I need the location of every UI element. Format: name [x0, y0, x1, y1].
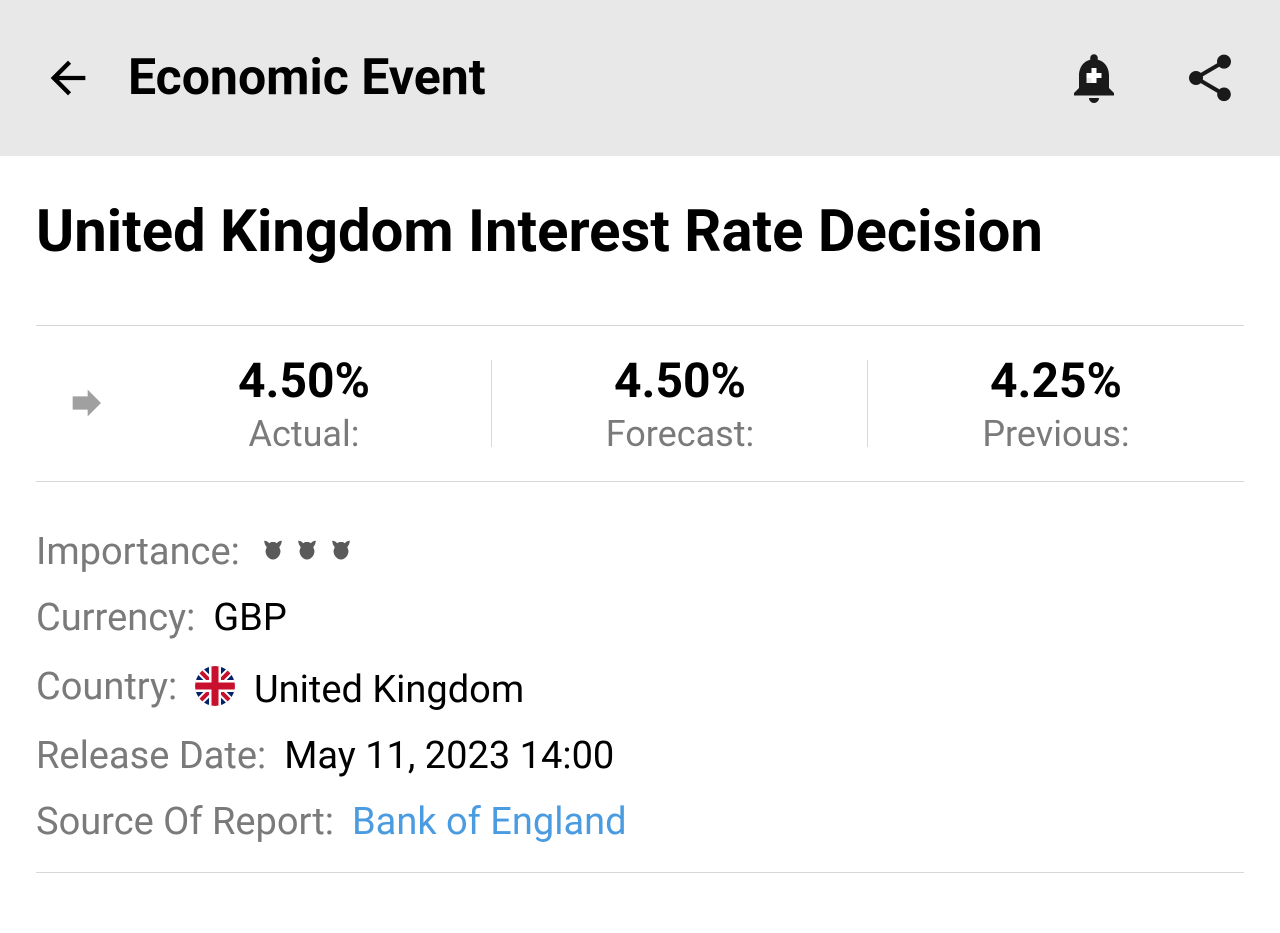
app-header: Economic Event — [0, 0, 1280, 156]
forecast-label: Forecast: — [492, 413, 868, 455]
currency-row: Currency: GBP — [36, 596, 1244, 640]
importance-row: Importance: — [36, 530, 1244, 574]
header-left: Economic Event — [40, 49, 486, 107]
share-icon — [1182, 50, 1238, 106]
stat-forecast: 4.50% Forecast: — [492, 352, 868, 455]
alert-add-icon — [1064, 46, 1124, 110]
back-button[interactable] — [40, 50, 96, 106]
stat-previous: 4.25% Previous: — [868, 352, 1244, 455]
direction-indicator — [36, 375, 116, 431]
currency-label: Currency: — [36, 596, 195, 640]
uk-flag-icon — [195, 666, 235, 706]
country-name: United Kingdom — [254, 668, 524, 712]
share-button[interactable] — [1180, 48, 1240, 108]
bottom-divider — [36, 872, 1244, 873]
bull-icon — [292, 537, 322, 567]
country-label: Country: — [36, 665, 177, 709]
source-label: Source Of Report: — [36, 800, 334, 844]
actual-value: 4.50% — [116, 352, 492, 409]
country-value: United Kingdom — [195, 662, 524, 712]
bull-icon — [258, 537, 288, 567]
add-alert-button[interactable] — [1064, 48, 1124, 108]
source-link[interactable]: Bank of England — [352, 800, 627, 844]
back-arrow-icon — [42, 52, 94, 104]
source-row: Source Of Report: Bank of England — [36, 800, 1244, 844]
forecast-value: 4.50% — [492, 352, 868, 409]
importance-label: Importance: — [36, 530, 240, 574]
release-date-value: May 11, 2023 14:00 — [284, 734, 614, 778]
main-content: United Kingdom Interest Rate Decision 4.… — [0, 156, 1280, 873]
bull-icon — [326, 537, 356, 567]
release-date-label: Release Date: — [36, 734, 266, 778]
stats-row: 4.50% Actual: 4.50% Forecast: 4.25% Prev… — [36, 325, 1244, 482]
header-actions — [1064, 48, 1240, 108]
release-date-row: Release Date: May 11, 2023 14:00 — [36, 734, 1244, 778]
event-details: Importance: Currency: GBP Country: — [36, 482, 1244, 844]
country-row: Country: United Kingdom — [36, 662, 1244, 712]
previous-label: Previous: — [868, 413, 1244, 455]
actual-label: Actual: — [116, 413, 492, 455]
stat-actual: 4.50% Actual: — [116, 352, 492, 455]
right-arrow-icon — [66, 375, 106, 431]
event-title: United Kingdom Interest Rate Decision — [36, 196, 1244, 269]
header-title: Economic Event — [128, 49, 486, 107]
previous-value: 4.25% — [868, 352, 1244, 409]
stats-cells: 4.50% Actual: 4.50% Forecast: 4.25% Prev… — [116, 352, 1244, 455]
currency-value: GBP — [213, 596, 287, 640]
importance-icons — [258, 537, 356, 567]
